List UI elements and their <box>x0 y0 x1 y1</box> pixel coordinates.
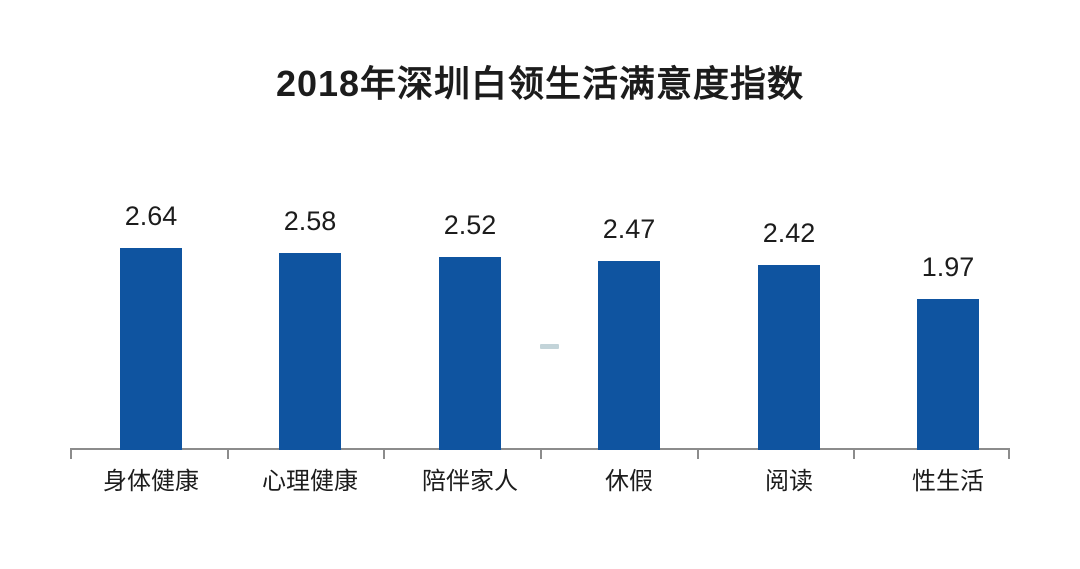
x-axis-tick <box>383 448 386 459</box>
bar <box>439 257 501 450</box>
bar-slot: 2.58 心理健康 <box>230 206 390 495</box>
x-axis-tick <box>853 448 856 459</box>
bar-value-label: 1.97 <box>921 252 975 283</box>
bar-value-label: 2.47 <box>602 214 656 245</box>
bar <box>598 261 660 450</box>
category-label: 身体健康 <box>103 468 199 495</box>
bar-value-label: 2.64 <box>124 201 178 232</box>
x-axis-tick <box>696 448 699 459</box>
category-label: 休假 <box>605 468 653 495</box>
bar-value-label: 2.58 <box>283 206 337 237</box>
bar-value-label: 2.52 <box>443 210 497 241</box>
bar <box>758 265 820 450</box>
bar-slot: 2.42 阅读 <box>709 218 869 495</box>
chart-title: 2018年深圳白领生活满意度指数 <box>275 63 805 104</box>
x-axis-tick <box>226 448 229 459</box>
bar-slot: 2.64 身体健康 <box>71 201 231 495</box>
category-label: 阅读 <box>765 468 813 495</box>
watermark-dash <box>540 344 559 349</box>
bar-slot: 1.97 性生活 <box>868 252 1028 495</box>
bar <box>279 253 341 450</box>
bar <box>120 248 182 450</box>
bar-slot: 2.52 陪伴家人 <box>390 210 550 495</box>
bar-value-label: 2.42 <box>762 218 816 249</box>
x-axis-tick <box>540 448 542 459</box>
bar <box>917 299 979 450</box>
category-label: 心理健康 <box>262 468 358 495</box>
category-label: 陪伴家人 <box>422 468 518 495</box>
x-axis-tick <box>70 448 72 459</box>
bar-slot: 2.47 休假 <box>549 214 709 495</box>
category-label: 性生活 <box>912 468 984 495</box>
x-axis-tick <box>1008 448 1010 459</box>
